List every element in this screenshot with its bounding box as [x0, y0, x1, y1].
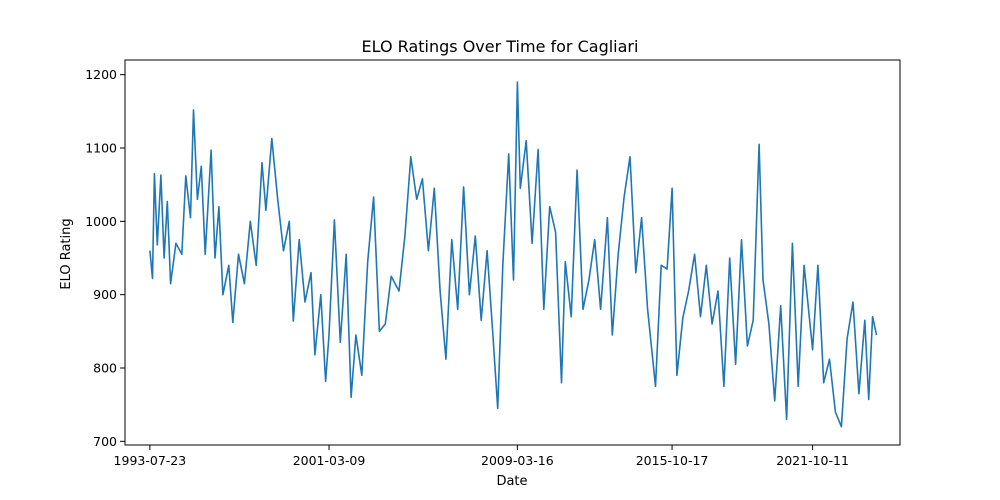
- x-tick-label-1: 2001-03-09: [293, 453, 366, 468]
- axes-frame: [124, 59, 901, 446]
- x-tick-label-0: 1993-07-23: [114, 453, 187, 468]
- y-tick-label-2: 900: [93, 287, 117, 302]
- plot-area: 1993-07-23 2001-03-09 2009-03-16 2015-10-17…: [85, 67, 878, 468]
- x-tick-label-2: 2009-03-16: [481, 453, 554, 468]
- x-tick-label-3: 2015-10-17: [636, 453, 709, 468]
- y-tick-label-4: 1100: [85, 141, 117, 156]
- x-tick-label-4: 2021-10-11: [776, 453, 849, 468]
- series-line-0: [149, 81, 878, 428]
- y-tick-label-0: 700: [93, 434, 117, 449]
- chart-title: ELO Ratings Over Time for Cagliari: [362, 37, 639, 56]
- y-tick-label-1: 800: [93, 361, 117, 376]
- y-tick-label-3: 1000: [85, 214, 117, 229]
- y-axis-label: ELO Rating: [59, 218, 74, 289]
- y-tick-label-5: 1200: [85, 67, 117, 82]
- x-axis-label: Date: [496, 474, 527, 489]
